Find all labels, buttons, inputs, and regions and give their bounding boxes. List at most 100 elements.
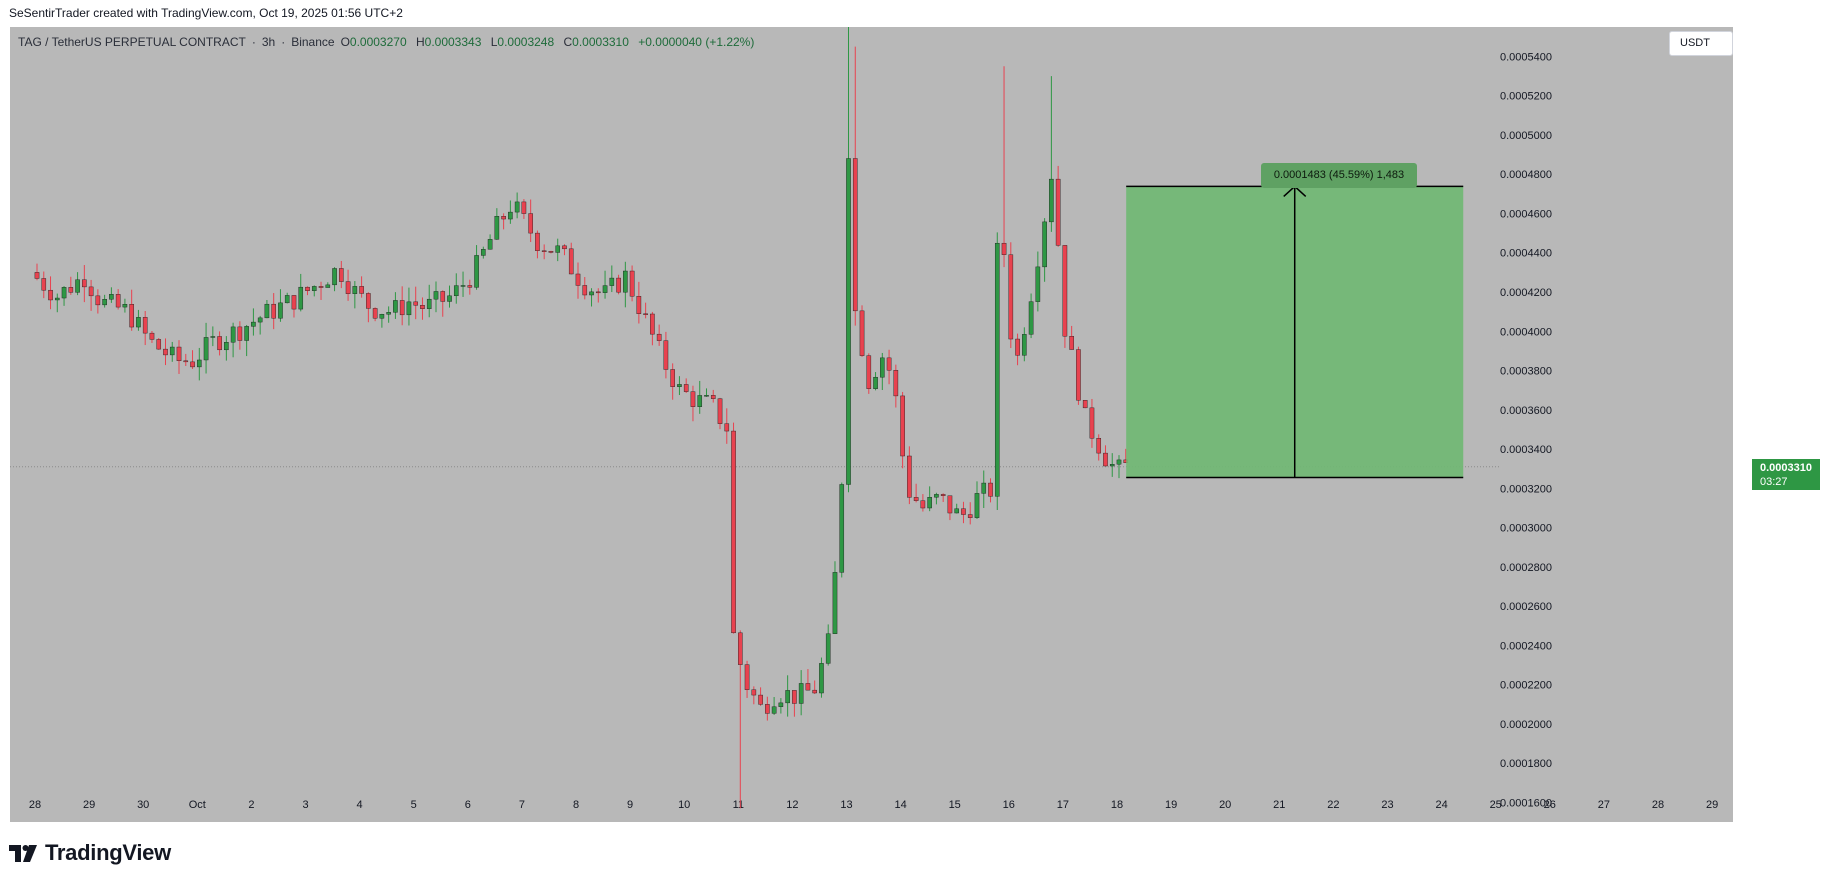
x-tick-label: 27	[1598, 799, 1610, 811]
candle-body	[156, 339, 162, 350]
candle-body	[169, 346, 175, 356]
y-tick-label: 0.0001800	[1500, 758, 1552, 770]
candle-body	[555, 245, 561, 253]
open-value: 0.0003270	[349, 35, 407, 49]
candle-body	[521, 201, 527, 214]
candle-body	[582, 285, 588, 296]
bar-countdown: 03:27	[1760, 476, 1788, 488]
x-tick-label: 15	[949, 799, 961, 811]
candle-body	[467, 285, 473, 288]
candle-body	[798, 683, 804, 704]
candle-body	[48, 289, 53, 301]
candle-body	[1109, 464, 1115, 467]
candle-body	[291, 295, 297, 310]
candle-body	[778, 702, 784, 707]
candle-body	[474, 255, 479, 288]
high-label: H	[415, 35, 425, 49]
x-tick-label: 13	[840, 799, 852, 811]
candle-body	[589, 291, 594, 296]
candle-body	[366, 293, 371, 309]
candle-body	[785, 690, 790, 704]
y-tick-label: 0.0002800	[1500, 562, 1552, 574]
candle-body	[704, 395, 709, 397]
candle-body	[420, 305, 425, 309]
symbol-name[interactable]: TAG / TetherUS PERPETUAL CONTRACT	[18, 35, 246, 49]
candle-body	[339, 268, 344, 282]
x-tick-label: 6	[465, 799, 471, 811]
candle-body	[183, 360, 189, 363]
interval[interactable]: 3h	[261, 35, 276, 49]
candle-body	[332, 268, 337, 286]
candle-body	[913, 497, 919, 501]
tradingview-logo[interactable]: TradingView	[9, 840, 171, 866]
candle-body	[460, 285, 466, 287]
last-price-value: 0.0003310	[1760, 462, 1812, 474]
candle-body	[1062, 245, 1068, 337]
x-tick-label: 3	[302, 799, 308, 811]
x-tick-label: 21	[1273, 799, 1285, 811]
candle-body	[1082, 400, 1088, 409]
x-tick-label: 24	[1435, 799, 1447, 811]
y-tick-label: 0.0003800	[1500, 366, 1552, 378]
x-tick-label: 23	[1381, 799, 1393, 811]
candle-body	[940, 494, 946, 496]
candle-body	[1001, 242, 1007, 255]
candlestick-chart[interactable]: 0.0001600 0.0001800 0.0002000 0.0002200 0.00…	[10, 27, 1733, 822]
candle-body	[257, 317, 263, 323]
close-label: C	[563, 35, 573, 49]
candle-body	[683, 384, 689, 392]
candle-body	[1022, 334, 1027, 356]
candle-body	[386, 312, 391, 315]
candle-body	[907, 455, 912, 498]
candle-body	[839, 484, 845, 573]
x-tick-label: 28	[29, 799, 41, 811]
candle-body	[481, 249, 486, 256]
candle-body	[1089, 407, 1095, 439]
y-tick-label: 0.0004000	[1500, 326, 1552, 338]
candle-body	[379, 314, 385, 319]
candle-body	[129, 304, 134, 328]
candle-body	[994, 242, 1000, 497]
candle-body	[426, 298, 432, 309]
candle-body	[670, 369, 675, 387]
separator-dot: ·	[281, 35, 286, 49]
candle-body	[399, 300, 405, 316]
candle-body	[690, 391, 696, 407]
candle-body	[710, 395, 716, 399]
y-tick-label: 0.0002600	[1500, 601, 1552, 613]
x-tick-label: 30	[137, 799, 149, 811]
candle-body	[149, 332, 155, 340]
tradingview-logo-icon	[9, 844, 37, 862]
candle-body	[873, 376, 878, 389]
x-tick-label: 19	[1165, 799, 1177, 811]
x-tick-label: 12	[786, 799, 798, 811]
candle-body	[988, 482, 993, 497]
chart-area[interactable]: 0.0001600 0.0001800 0.0002000 0.0002200 0.00…	[10, 27, 1733, 822]
candle-body	[832, 572, 838, 634]
y-tick-label: 0.0004800	[1500, 169, 1552, 181]
candle-body	[413, 301, 419, 306]
exchange: Binance	[291, 35, 335, 49]
candle-body	[535, 232, 540, 251]
candle-body	[82, 279, 87, 288]
candle-body	[406, 301, 412, 316]
candle-body	[656, 333, 662, 341]
candle-body	[677, 384, 682, 387]
x-tick-label: 29	[1706, 799, 1718, 811]
candle-body	[1049, 178, 1054, 223]
ohlc-values: O0.0003270 H0.0003343 L0.0003248 C0.0003…	[341, 35, 755, 49]
candle-body	[629, 270, 635, 297]
candle-body	[34, 272, 40, 279]
open-label: O	[340, 35, 350, 49]
candle-body	[142, 317, 148, 334]
candle-body	[109, 294, 114, 300]
currency-button[interactable]: USDT	[1669, 31, 1733, 56]
candle-body	[325, 284, 331, 288]
candle-body	[974, 493, 980, 518]
candle-body	[575, 273, 581, 286]
candle-body	[1069, 336, 1074, 350]
candle-body	[1096, 438, 1102, 454]
candle-body	[136, 317, 141, 328]
candle-body	[981, 482, 987, 494]
candle-body	[41, 278, 47, 291]
